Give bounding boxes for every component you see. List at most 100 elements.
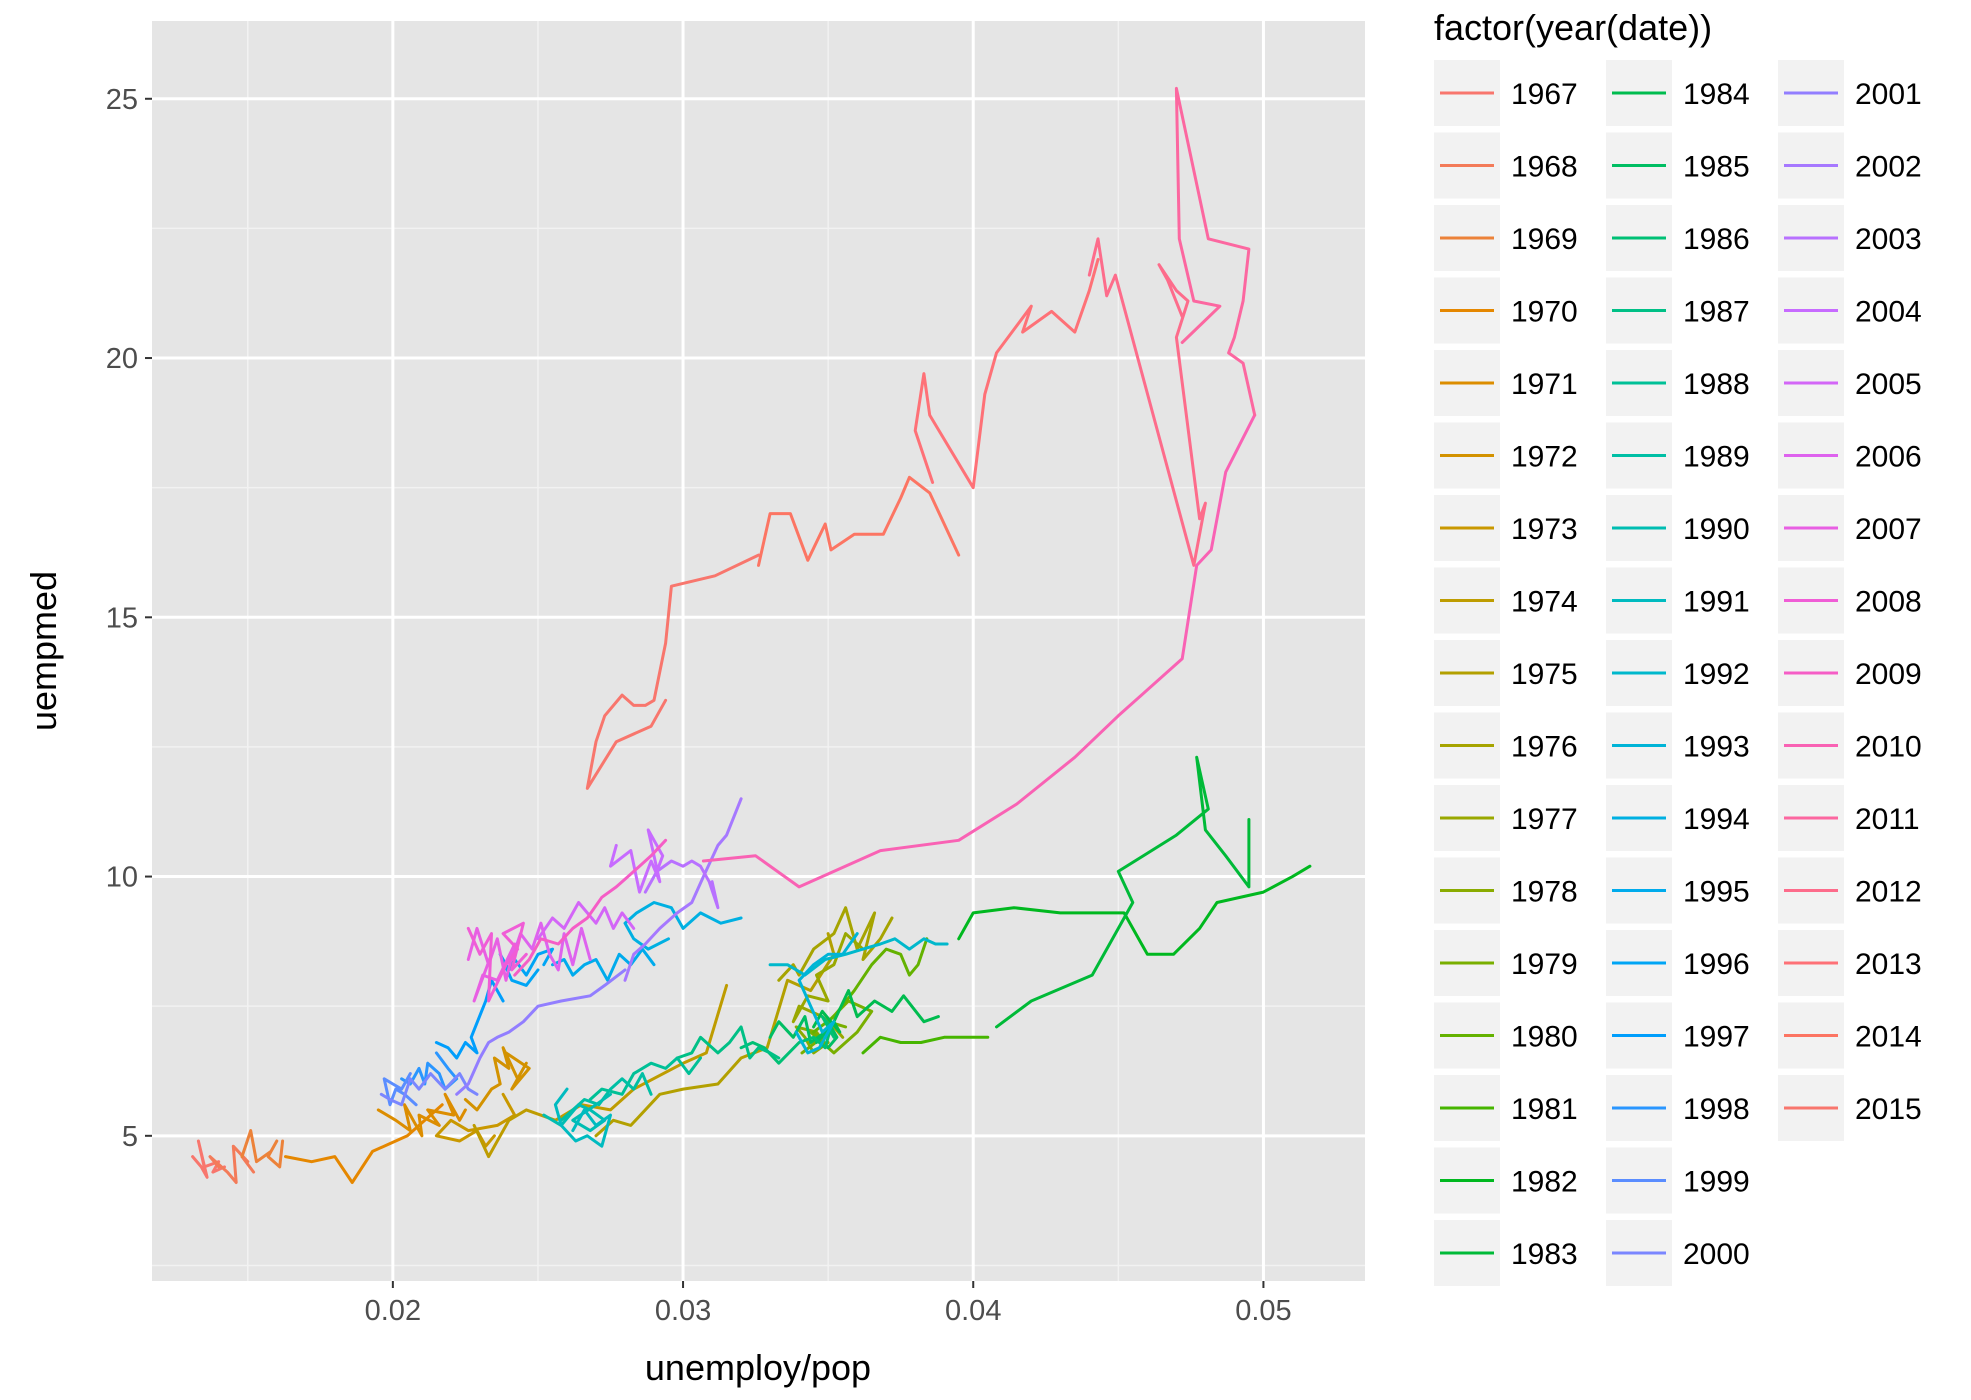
- series-line-1970: [284, 1103, 444, 1184]
- x-axis-ticks: 0.02 0.03 0.04 0.05: [365, 1281, 1292, 1327]
- legend-label: 1977: [1511, 803, 1578, 836]
- series-line-1983: [995, 755, 1251, 1029]
- legend-title: factor(year(date)): [1434, 7, 1712, 48]
- series-line-1995: [551, 947, 656, 982]
- legend-label: 2013: [1855, 948, 1922, 981]
- y-tick-label: 25: [106, 84, 138, 116]
- legend-label: 1994: [1683, 803, 1750, 836]
- data-series: [191, 86, 1312, 1184]
- x-tick-label: 0.02: [365, 1295, 421, 1327]
- legend-label: 1996: [1683, 948, 1750, 981]
- legend-label: 2012: [1855, 876, 1922, 909]
- legend-label: 1992: [1683, 658, 1750, 691]
- series-line-1985: [768, 1015, 839, 1050]
- series-line-1993: [794, 932, 859, 1055]
- major-gridlines: [152, 21, 1365, 1281]
- y-tick-label: 5: [122, 1121, 138, 1153]
- plot-panel: [152, 21, 1365, 1281]
- series-line-1999: [382, 1072, 418, 1107]
- series-line-1991: [553, 1087, 612, 1148]
- legend-label: 1987: [1683, 296, 1750, 329]
- legend-label: 1983: [1511, 1238, 1578, 1271]
- minor-gridlines: [152, 21, 1365, 1281]
- legend-label: 2010: [1855, 731, 1922, 764]
- legend-label: 1989: [1683, 441, 1750, 474]
- legend-label: 1984: [1683, 78, 1750, 111]
- legend-label: 1979: [1511, 948, 1578, 981]
- legend-label: 1974: [1511, 586, 1578, 619]
- series-line-1972: [463, 1046, 531, 1112]
- legend-label: 1973: [1511, 513, 1578, 546]
- series-line-2002: [623, 797, 743, 982]
- series-line-1969: [240, 1129, 285, 1169]
- x-tick-label: 0.04: [945, 1295, 1001, 1327]
- legend-label: 1978: [1511, 876, 1578, 909]
- series-line-2009: [513, 838, 668, 977]
- x-tick-label: 0.03: [655, 1295, 711, 1327]
- legend-label: 1969: [1511, 223, 1578, 256]
- legend-label: 2004: [1855, 296, 1922, 329]
- series-line-1992: [768, 937, 949, 977]
- legend-label: 2011: [1855, 803, 1920, 836]
- legend-label: 1981: [1511, 1093, 1578, 1126]
- series-line-2000: [379, 1072, 479, 1107]
- series-line-1984: [812, 989, 940, 1034]
- series-line-2003: [643, 859, 720, 910]
- legend-label: 1971: [1511, 368, 1578, 401]
- legend-label: 1985: [1683, 151, 1750, 184]
- legend-label: 1999: [1683, 1166, 1750, 1199]
- legend-label: 2003: [1855, 223, 1922, 256]
- legend-label: 2001: [1855, 78, 1922, 111]
- legend-label: 1988: [1683, 368, 1750, 401]
- series-line-1975: [594, 932, 836, 1138]
- x-axis-title: unemploy/pop: [645, 1347, 871, 1388]
- series-line-1981: [861, 1035, 990, 1055]
- series-line-1967: [191, 1139, 226, 1179]
- legend-label: 1982: [1511, 1166, 1578, 1199]
- y-axis-title: uempmed: [23, 571, 64, 731]
- y-tick-label: 15: [106, 602, 138, 634]
- series-line-1998: [400, 1051, 459, 1091]
- legend: 1967 1968 1969 1970 1971 1972 1973 1974 1975 1976…: [1434, 60, 1922, 1286]
- series-line-2008: [466, 921, 528, 1003]
- legend-label: 1991: [1683, 586, 1750, 619]
- series-line-2006: [510, 921, 592, 972]
- x-tick-label: 0.05: [1235, 1295, 1291, 1327]
- legend-label: 1998: [1683, 1093, 1750, 1126]
- series-line-1982: [957, 864, 1312, 956]
- y-tick-label: 10: [106, 862, 138, 894]
- series-line-1971: [376, 1092, 467, 1138]
- series-line-2014: [757, 475, 961, 567]
- series-line-2010: [701, 413, 1257, 889]
- legend-label: 1975: [1511, 658, 1578, 691]
- legend-label: 2015: [1855, 1093, 1922, 1126]
- y-tick-label: 20: [106, 343, 138, 375]
- legend-label: 2006: [1855, 441, 1922, 474]
- legend-label: 1972: [1511, 441, 1578, 474]
- legend-label: 1993: [1683, 731, 1750, 764]
- series-line-1987: [675, 1025, 781, 1060]
- legend-label: 1980: [1511, 1021, 1578, 1054]
- legend-label: 2005: [1855, 368, 1922, 401]
- series-line-2015: [585, 553, 760, 790]
- series-line-2012: [1087, 237, 1207, 567]
- legend-label: 2007: [1855, 513, 1922, 546]
- legend-label: 1995: [1683, 876, 1750, 909]
- legend-label: 1967: [1511, 78, 1578, 111]
- series-line-2005: [536, 901, 636, 941]
- series-line-2011: [1174, 86, 1257, 417]
- legend-label: 2014: [1855, 1021, 1922, 1054]
- legend-label: 1990: [1683, 513, 1750, 546]
- legend-label: 2002: [1855, 151, 1922, 184]
- legend-label: 2000: [1683, 1238, 1750, 1271]
- legend-label: 1968: [1511, 151, 1578, 184]
- series-line-2013: [913, 258, 1100, 490]
- legend-label: 1970: [1511, 296, 1578, 329]
- legend-label: 1997: [1683, 1021, 1750, 1054]
- y-axis-ticks: 5 10 15 20 25: [106, 84, 152, 1153]
- series-line-1986: [739, 1015, 836, 1065]
- legend-label: 1976: [1511, 731, 1578, 764]
- series-line-1994: [623, 901, 743, 951]
- legend-label: 2008: [1855, 586, 1922, 619]
